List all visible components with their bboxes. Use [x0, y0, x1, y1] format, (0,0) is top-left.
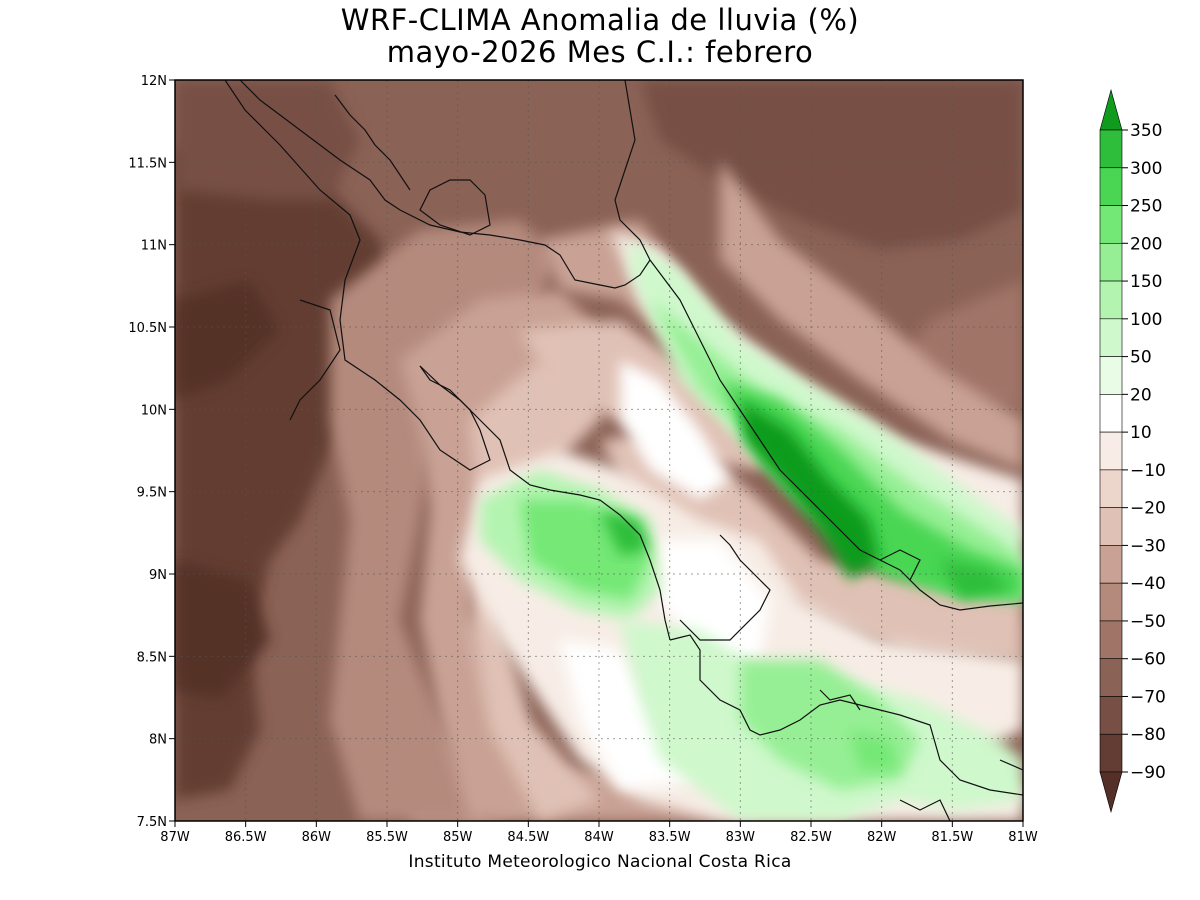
colorbar-label: −70	[1130, 687, 1166, 707]
lat-tick-label: 9N	[149, 568, 167, 583]
colorbar-label: −50	[1130, 612, 1166, 632]
lon-tick-label: 83.5W	[649, 830, 691, 845]
lat-tick-label: 11N	[141, 239, 167, 254]
colorbar-extend-bottom	[1099, 771, 1123, 814]
colorbar-box	[1099, 394, 1123, 433]
lat-tick-label: 8.5N	[137, 650, 167, 665]
colorbar-box	[1099, 356, 1123, 395]
colorbar-box	[1099, 280, 1123, 320]
latitude-axis: 12N 11.5N 11N 10.5N 10N 9.5N 9N 8.5N 8N 7.5N	[128, 74, 175, 830]
colorbar-label: 200	[1130, 234, 1162, 254]
lon-tick-label: 84W	[584, 830, 614, 845]
colorbar-label: −30	[1130, 536, 1166, 556]
colorbar-box	[1099, 696, 1123, 735]
colorbar-label: 100	[1130, 310, 1162, 330]
colorbar-box	[1099, 167, 1123, 206]
map-title: WRF-CLIMA Anomalia de lluvia (%)	[340, 3, 860, 37]
colorbar-label: −40	[1130, 574, 1166, 594]
colorbar-box	[1099, 431, 1123, 471]
colorbar-label: 10	[1130, 423, 1152, 443]
title-block: WRF-CLIMA Anomalia de lluvia (%) mayo-20…	[0, 4, 1200, 68]
credit-line: Instituto Meteorologico Nacional Costa R…	[408, 852, 792, 872]
lon-tick-label: 83W	[726, 830, 756, 845]
colorbar-box	[1099, 582, 1123, 622]
lon-tick-label: 85.5W	[366, 830, 408, 845]
lon-tick-label: 86W	[302, 830, 332, 845]
colorbar-label: −20	[1130, 499, 1166, 519]
lat-tick-label: 12N	[141, 74, 167, 89]
colorbar-label: 350	[1130, 121, 1162, 141]
lat-tick-label: 11.5N	[128, 156, 167, 171]
lat-tick-label: 10N	[141, 403, 167, 418]
colorbar-label: 150	[1130, 272, 1162, 292]
lon-tick-label: 87W	[160, 830, 190, 845]
coastline	[224, 80, 1023, 821]
colorbar-box	[1099, 733, 1123, 773]
colorbar: 350 300 250 200 150 100 50 20 10 −10 −20 −30 −40 −50 −…	[1099, 88, 1166, 814]
colorbar-box	[1099, 620, 1123, 660]
map-subtitle: mayo-2026 Mes C.I.: febrero	[386, 35, 814, 69]
lat-tick-label: 7.5N	[137, 815, 167, 830]
longitude-axis: 87W 86.5W 86W 85.5W 85W 84.5W 84W 83.5W 83W 82.5W…	[160, 821, 1038, 845]
colorbar-box	[1099, 242, 1123, 282]
anomaly-field	[175, 80, 1023, 821]
colorbar-label: 300	[1130, 159, 1162, 179]
colorbar-label: 50	[1130, 348, 1152, 368]
colorbar-box	[1099, 545, 1123, 584]
lat-tick-label: 10.5N	[128, 321, 167, 336]
colorbar-label: 20	[1130, 385, 1152, 405]
lon-tick-label: 86.5W	[225, 830, 267, 845]
colorbar-box	[1099, 658, 1123, 697]
lat-tick-label: 9.5N	[137, 486, 167, 501]
lon-tick-label: 82.5W	[790, 830, 832, 845]
lon-tick-label: 81.5W	[931, 830, 973, 845]
colorbar-box	[1099, 318, 1123, 357]
colorbar-label: −90	[1130, 763, 1166, 783]
lon-tick-label: 85W	[443, 830, 473, 845]
colorbar-box	[1099, 205, 1123, 244]
lon-tick-label: 84.5W	[507, 830, 549, 845]
lon-tick-label: 81W	[1008, 830, 1038, 845]
colorbar-label: −10	[1130, 461, 1166, 481]
lon-tick-label: 82W	[867, 830, 897, 845]
colorbar-label: 250	[1130, 197, 1162, 217]
colorbar-label: −80	[1130, 725, 1166, 745]
colorbar-extend-top	[1099, 88, 1123, 131]
colorbar-box	[1099, 469, 1123, 508]
colorbar-label: −60	[1130, 650, 1166, 670]
colorbar-box	[1099, 129, 1123, 169]
colorbar-box	[1099, 507, 1123, 546]
lat-tick-label: 8N	[149, 733, 167, 748]
